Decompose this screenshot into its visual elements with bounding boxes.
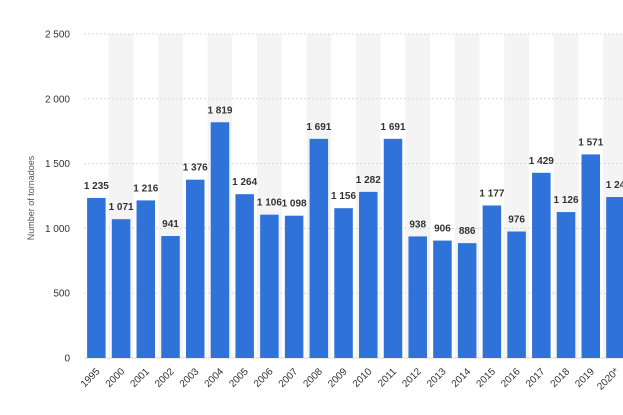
data-label: 941	[162, 219, 179, 230]
data-label: 1 071	[109, 202, 134, 213]
x-tick-label: 2018	[549, 366, 573, 390]
bar[interactable]	[457, 243, 477, 358]
x-tick-label: 2005	[227, 366, 251, 390]
bar[interactable]	[235, 194, 254, 358]
bar[interactable]	[161, 236, 180, 358]
bar[interactable]	[309, 138, 329, 358]
data-label: 1 282	[356, 175, 381, 186]
y-tick-label: 1 000	[45, 224, 70, 235]
bar[interactable]	[334, 208, 353, 358]
x-tick-label: 2007	[277, 366, 301, 390]
data-label: 1 156	[331, 191, 356, 202]
data-label: 1 235	[84, 181, 109, 192]
x-tick-label: 1995	[79, 366, 103, 390]
x-axis-ticks: 1995 2000 2001 2002 2003 2004 2005 2006 2007 2008…	[79, 366, 622, 393]
x-tick-label: 2009	[326, 366, 350, 390]
data-label: 906	[434, 224, 451, 235]
x-tick-label: 2006	[252, 366, 276, 390]
data-label: 886	[459, 226, 476, 237]
data-label: 1 571	[578, 137, 603, 148]
x-tick-label: 2013	[425, 366, 449, 390]
data-label: 1 24	[606, 180, 623, 191]
bar[interactable]	[556, 212, 576, 358]
y-tick-label: 2 000	[45, 94, 70, 105]
x-tick-label: 2015	[474, 366, 498, 390]
bar[interactable]	[433, 240, 452, 358]
bar[interactable]	[359, 191, 378, 358]
bar[interactable]	[581, 154, 601, 358]
data-label: 1 216	[133, 183, 158, 194]
x-tick-label: 2000	[104, 366, 128, 390]
bar[interactable]	[482, 205, 502, 358]
y-tick-label: 0	[64, 354, 70, 365]
x-tick-label: 2008	[301, 366, 325, 390]
data-label: 1 691	[306, 122, 331, 133]
data-label: 1 429	[529, 156, 554, 167]
data-label: 976	[508, 215, 525, 226]
y-tick-label: 1 500	[45, 159, 70, 170]
data-label: 1 126	[554, 195, 579, 206]
y-axis-label: Number of tornadoes	[26, 155, 36, 240]
bar[interactable]	[507, 231, 526, 358]
y-tick-label: 500	[53, 289, 70, 300]
x-tick-label: 2001	[128, 366, 152, 390]
bar[interactable]	[210, 122, 230, 358]
bar[interactable]	[87, 197, 106, 358]
y-axis-ticks: 0 500 1 000 1 500 2 000 2 500	[45, 30, 70, 365]
x-tick-label: 2016	[499, 366, 523, 390]
bar[interactable]	[383, 138, 403, 358]
bars	[87, 122, 623, 358]
bar[interactable]	[260, 214, 279, 358]
bar[interactable]	[284, 215, 304, 358]
bar[interactable]	[185, 179, 205, 358]
bar[interactable]	[408, 236, 427, 358]
x-tick-label: 2017	[524, 366, 548, 390]
x-tick-label: 2012	[400, 366, 424, 390]
x-tick-label: 2020*	[595, 366, 621, 392]
bar[interactable]	[111, 219, 131, 358]
data-label: 1 106	[257, 198, 282, 209]
data-label: 1 819	[207, 105, 232, 116]
x-tick-label: 2010	[351, 366, 375, 390]
x-tick-label: 2011	[376, 366, 399, 389]
bar[interactable]	[606, 197, 623, 358]
x-tick-label: 2002	[153, 366, 177, 390]
x-tick-label: 2019	[573, 366, 597, 390]
data-label: 1 177	[479, 188, 504, 199]
x-tick-label: 2003	[178, 366, 202, 390]
data-label: 1 098	[282, 199, 307, 210]
x-tick-label: 2004	[203, 366, 227, 390]
data-label: 1 264	[232, 177, 257, 188]
x-tick-label: 2014	[450, 366, 474, 390]
bar[interactable]	[532, 172, 551, 358]
data-label: 938	[409, 219, 426, 230]
data-label: 1 691	[380, 122, 405, 133]
y-tick-label: 2 500	[45, 30, 70, 41]
bar[interactable]	[136, 200, 156, 358]
data-label: 1 376	[183, 163, 208, 174]
